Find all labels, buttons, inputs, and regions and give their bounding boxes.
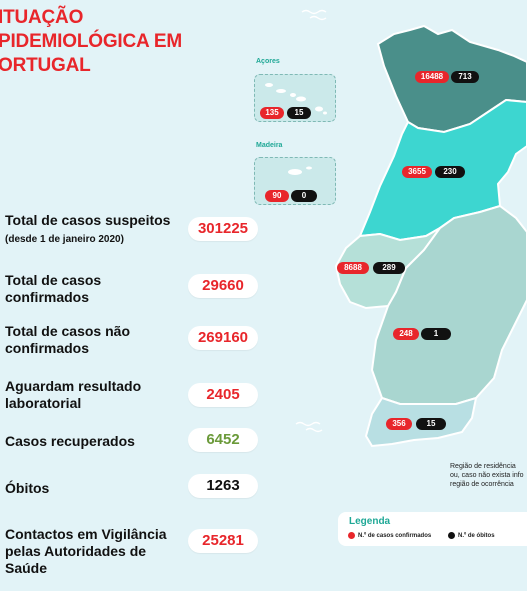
alentejo-deaths-pill: 1 (421, 328, 451, 340)
legend-title: Legenda (349, 516, 391, 527)
stat-suspected-text: Total de casos suspeitos (5, 212, 171, 228)
stat-suspected-label: Total de casos suspeitos (desde 1 de jan… (5, 212, 185, 248)
madeira-label: Madeira (256, 142, 283, 149)
stat-recovered-value: 6452 (188, 428, 258, 452)
stat-deaths-value: 1263 (188, 474, 258, 498)
title-line-3: ORTUGAL (0, 55, 91, 76)
legend-black-dot-icon (448, 532, 455, 539)
stat-confirmed-value: 29660 (188, 274, 258, 298)
norte-confirmed-pill: 16488 (415, 71, 449, 83)
stat-deaths-label: Óbitos (5, 480, 50, 496)
madeira-deaths-pill: 0 (291, 190, 317, 202)
alentejo-confirmed-pill: 248 (393, 328, 419, 340)
page-title: ITUAÇÃO PIDEMIOLÓGICA EM ORTUGAL (0, 6, 182, 78)
acores-label: Açores (256, 58, 280, 65)
acores-confirmed-pill: 135 (260, 107, 284, 119)
legend-deaths-text: N.º de óbitos (458, 533, 495, 540)
acores-deaths-pill: 15 (287, 107, 311, 119)
stat-awaiting-label: Aguardam resultado laboratorial (5, 378, 142, 411)
legend-deaths: N.º de óbitos (448, 532, 495, 539)
madeira-inset: 90 0 (254, 157, 336, 205)
note-line-2: ou, caso não exista info (450, 472, 524, 479)
legend-confirmed: N.º de casos confirmados (348, 532, 431, 539)
madeira-confirmed-pill: 90 (265, 190, 289, 202)
norte-deaths-pill: 713 (451, 71, 479, 83)
centro-deaths-pill: 230 (435, 166, 465, 178)
stat-not-confirmed-label: Total de casos não confirmados (5, 323, 130, 356)
residence-note: Região de residência ou, caso não exista… (450, 462, 527, 489)
title-line-1: ITUAÇÃO (0, 7, 84, 28)
legend-confirmed-text: N.º de casos confirmados (358, 533, 432, 540)
stat-recovered-label: Casos recuperados (5, 433, 135, 449)
acores-islands-shape (265, 83, 327, 115)
stat-suspected-value: 301225 (188, 217, 258, 241)
note-line-3: região de ocorrência (450, 481, 514, 488)
stat-confirmed-label: Total de casos confirmados (5, 272, 102, 305)
madeira-islands-shape (288, 166, 312, 175)
wave-decoration (295, 9, 327, 433)
legend-red-dot-icon (348, 532, 355, 539)
map-legend: Legenda N.º de casos confirmados N.º de … (338, 512, 527, 546)
note-line-1: Região de residência (450, 463, 516, 470)
algarve-deaths-pill: 15 (416, 418, 446, 430)
algarve-confirmed-pill: 356 (386, 418, 412, 430)
acores-inset: 135 15 (254, 74, 336, 122)
stat-not-confirmed-value: 269160 (188, 326, 258, 350)
lisboa-confirmed-pill: 8688 (337, 262, 369, 274)
stat-suspected-subtext: (desde 1 de janeiro 2020) (5, 234, 124, 245)
lisboa-deaths-pill: 289 (373, 262, 405, 274)
centro-confirmed-pill: 3655 (402, 166, 432, 178)
stat-contacts-label: Contactos em Vigilância pelas Autoridade… (5, 526, 167, 576)
stat-contacts-value: 25281 (188, 529, 258, 553)
stat-awaiting-value: 2405 (188, 383, 258, 407)
title-line-2: PIDEMIOLÓGICA EM (0, 31, 182, 52)
